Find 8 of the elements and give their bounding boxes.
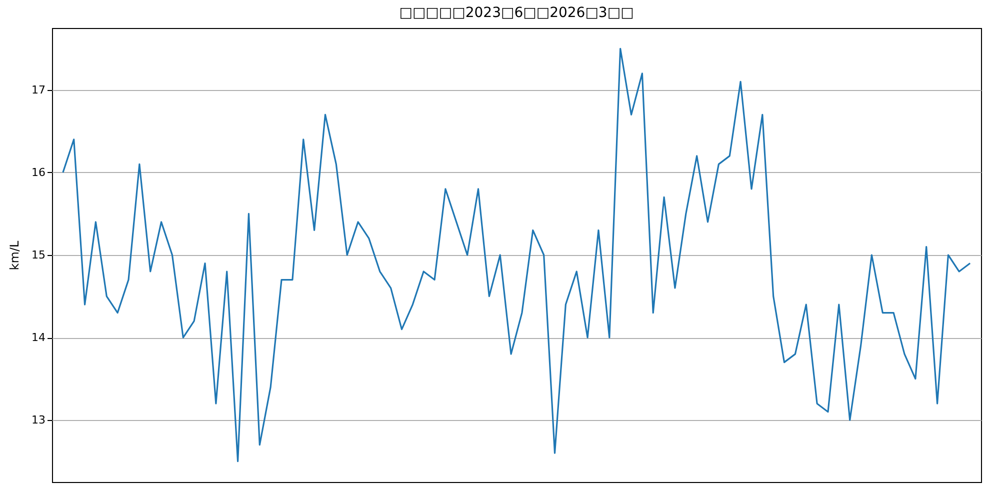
y-tick-label: 16 (32, 166, 46, 179)
y-tick-label: 13 (32, 414, 46, 427)
chart-title: □□□□□2023□6□□2026□3□□ (399, 5, 634, 21)
y-tick-label: 15 (32, 248, 46, 262)
y-tick-label: 17 (32, 83, 46, 96)
y-tick-label: 14 (32, 331, 46, 344)
y-axis-title: km/L (8, 240, 22, 270)
line-series (62, 48, 971, 462)
